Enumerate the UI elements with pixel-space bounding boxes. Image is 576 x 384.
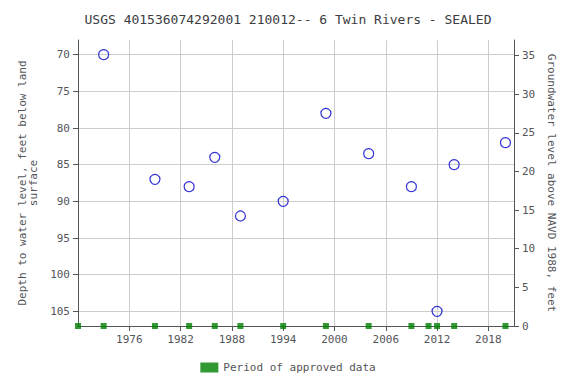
svg-text:5: 5: [522, 281, 529, 294]
svg-text:1994: 1994: [270, 333, 297, 346]
svg-text:90: 90: [57, 195, 70, 208]
svg-text:20: 20: [522, 165, 535, 178]
svg-text:2012: 2012: [424, 333, 451, 346]
svg-text:95: 95: [57, 232, 70, 245]
svg-text:15: 15: [522, 204, 535, 217]
svg-text:surface: surface: [27, 160, 40, 206]
svg-text:80: 80: [57, 122, 70, 135]
svg-text:100: 100: [50, 268, 70, 281]
svg-text:85: 85: [57, 158, 70, 171]
svg-text:0: 0: [522, 320, 529, 333]
svg-text:30: 30: [522, 88, 535, 101]
svg-text:70: 70: [57, 48, 70, 61]
svg-text:Depth to water level, feet bel: Depth to water level, feet below land: [16, 60, 30, 306]
svg-text:Groundwater level above NAVD 1: Groundwater level above NAVD 1988, feet: [545, 54, 558, 312]
svg-text:Period of approved data: Period of approved data: [223, 361, 375, 374]
svg-text:USGS 401536074292001 210012--: USGS 401536074292001 210012-- 6 Twin Riv…: [85, 12, 492, 27]
svg-text:2018: 2018: [475, 333, 502, 346]
svg-text:1982: 1982: [167, 333, 194, 346]
svg-text:105: 105: [50, 305, 70, 318]
svg-text:35: 35: [522, 49, 535, 62]
svg-text:2006: 2006: [373, 333, 400, 346]
svg-text:75: 75: [57, 85, 70, 98]
svg-text:25: 25: [522, 126, 535, 139]
svg-text:1988: 1988: [219, 333, 246, 346]
svg-text:10: 10: [522, 242, 535, 255]
svg-text:1976: 1976: [116, 333, 143, 346]
svg-text:2000: 2000: [321, 333, 348, 346]
